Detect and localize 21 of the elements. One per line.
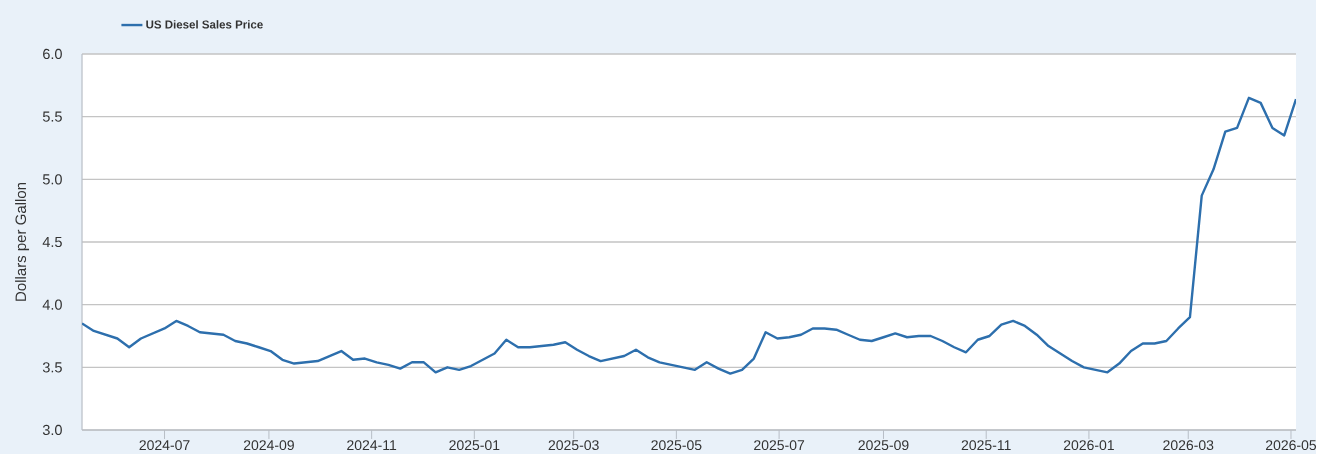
x-tick-label: 2024-11 (347, 440, 397, 451)
y-tick-label: 5.5 (42, 111, 62, 122)
y-tick-label: 6.0 (43, 48, 62, 60)
x-tick-label: 2024-09 (243, 440, 294, 451)
y-axis-title: Dollars per Gallon (15, 182, 30, 301)
x-tick-label: 2025-09 (858, 440, 909, 451)
x-tick-label: 2024-07 (139, 440, 190, 451)
x-tick-label: 2025-11 (961, 440, 1011, 451)
y-tick-label: 5.0 (42, 174, 62, 185)
x-tick-label: 2026-05 (1265, 440, 1317, 451)
legend-label: US Diesel Sales Price (146, 20, 263, 29)
y-tick-label: 3.0 (42, 424, 62, 436)
x-tick-label: 2025-05 (651, 440, 702, 451)
y-tick-label: 4.5 (42, 236, 62, 248)
y-tick-label: 3.5 (42, 362, 62, 373)
x-tick-label: 2026-01 (1063, 440, 1114, 451)
x-tick-label: 2025-01 (449, 440, 500, 451)
y-tick-label: 4.0 (42, 299, 62, 310)
x-tick-label: 2026-03 (1163, 440, 1214, 451)
x-tick-label: 2025-07 (754, 440, 805, 451)
x-tick-label: 2025-03 (548, 440, 599, 451)
